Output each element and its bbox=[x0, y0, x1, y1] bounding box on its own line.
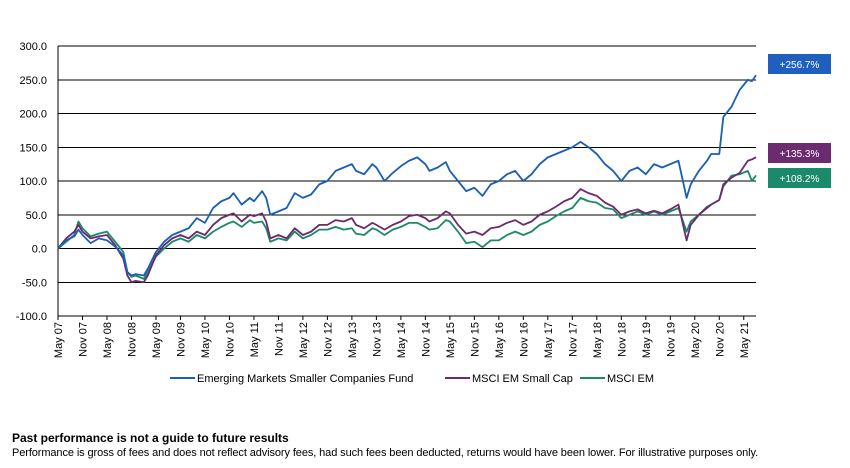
footnote-title: Past performance is not a guide to futur… bbox=[12, 431, 289, 445]
x-tick-label: May 08 bbox=[102, 322, 114, 358]
x-tick-label: May 19 bbox=[641, 322, 653, 358]
end-label-fund: +256.7% bbox=[768, 54, 831, 74]
gridlines bbox=[57, 45, 756, 317]
x-tick-label: Nov 10 bbox=[224, 322, 236, 357]
x-tick-label: Nov 13 bbox=[371, 322, 383, 357]
end-label-box bbox=[768, 143, 831, 163]
end-labels: +256.7% +135.3% +108.2% bbox=[768, 54, 831, 188]
y-tick-label: 0.0 bbox=[32, 244, 47, 256]
x-tick-label: Nov 08 bbox=[126, 322, 138, 357]
end-label-box bbox=[768, 168, 831, 188]
end-label-msci-em: +108.2% bbox=[768, 168, 831, 188]
y-tick-label: 300.0 bbox=[19, 41, 47, 53]
end-label-value: +108.2% bbox=[780, 174, 820, 185]
y-tick-label: 100.0 bbox=[19, 176, 47, 188]
end-label-value: +135.3% bbox=[780, 149, 820, 160]
x-tick-label: May 12 bbox=[298, 322, 310, 358]
x-tick-label: Nov 16 bbox=[518, 322, 530, 357]
x-tick-label: Nov 15 bbox=[469, 322, 481, 357]
x-tick-label: May 07 bbox=[53, 322, 65, 358]
y-tick-label: 250.0 bbox=[19, 75, 47, 87]
x-tick-label: May 14 bbox=[396, 322, 408, 358]
end-label-box bbox=[768, 54, 831, 74]
x-tick-label: Nov 18 bbox=[616, 322, 628, 357]
x-tick-label: May 21 bbox=[739, 322, 751, 358]
y-tick-label: -50.0 bbox=[22, 277, 47, 289]
legend: Emerging Markets Smaller Companies Fund M… bbox=[170, 373, 654, 385]
x-tick-label: Nov 12 bbox=[322, 322, 334, 357]
x-tick-label: Nov 20 bbox=[714, 322, 726, 357]
x-tick-label: May 10 bbox=[200, 322, 212, 358]
x-tick-label: Nov 17 bbox=[567, 322, 579, 357]
x-tick-label: Nov 09 bbox=[175, 322, 187, 357]
legend-item-small-cap: MSCI EM Small Cap bbox=[445, 373, 573, 385]
y-axis-ticks: 300.0 250.0 200.0 150.0 100.0 50.0 0.0 -50.0 -10… bbox=[16, 41, 47, 323]
line-chart: 300.0 250.0 200.0 150.0 100.0 50.0 0.0 -50.0 -10… bbox=[16, 41, 831, 385]
y-tick-label: 50.0 bbox=[26, 210, 47, 222]
footnote: Past performance is not a guide to futur… bbox=[12, 431, 842, 460]
end-label-small-cap: +135.3% bbox=[768, 143, 831, 163]
x-tick-label: Nov 07 bbox=[77, 322, 89, 357]
x-axis: May 07 Nov 07 May 08 Nov 08 May 09 Nov 09 May … bbox=[53, 315, 756, 358]
x-tick-label: Nov 14 bbox=[420, 322, 432, 357]
series-line-msci-em bbox=[57, 169, 757, 280]
y-tick-label: 150.0 bbox=[19, 142, 47, 154]
x-tick-label: May 17 bbox=[543, 322, 555, 358]
x-tick-label: Nov 11 bbox=[273, 322, 285, 356]
x-tick-label: May 16 bbox=[494, 322, 506, 358]
x-tick-label: May 11 bbox=[249, 322, 261, 357]
series-lines bbox=[57, 74, 757, 284]
end-label-value: +256.7% bbox=[780, 60, 820, 71]
x-tick-label: May 20 bbox=[690, 322, 702, 358]
legend-label: Emerging Markets Smaller Companies Fund bbox=[197, 373, 413, 385]
legend-item-msci-em: MSCI EM bbox=[580, 373, 654, 385]
x-tick-label: Nov 19 bbox=[665, 322, 677, 357]
series-line-small-cap bbox=[57, 156, 757, 284]
legend-label: MSCI EM Small Cap bbox=[472, 373, 573, 385]
y-tick-label: 200.0 bbox=[19, 109, 47, 121]
legend-item-fund: Emerging Markets Smaller Companies Fund bbox=[170, 373, 413, 385]
x-tick-label: May 09 bbox=[151, 322, 163, 358]
x-tick-label: May 15 bbox=[445, 322, 457, 358]
legend-label: MSCI EM bbox=[607, 373, 654, 385]
x-tick-label: May 18 bbox=[592, 322, 604, 358]
footnote-body: Performance is gross of fees and does no… bbox=[12, 447, 759, 459]
y-tick-label: -100.0 bbox=[16, 311, 47, 323]
x-tick-label: May 13 bbox=[347, 322, 359, 358]
series-line-fund bbox=[57, 74, 757, 277]
